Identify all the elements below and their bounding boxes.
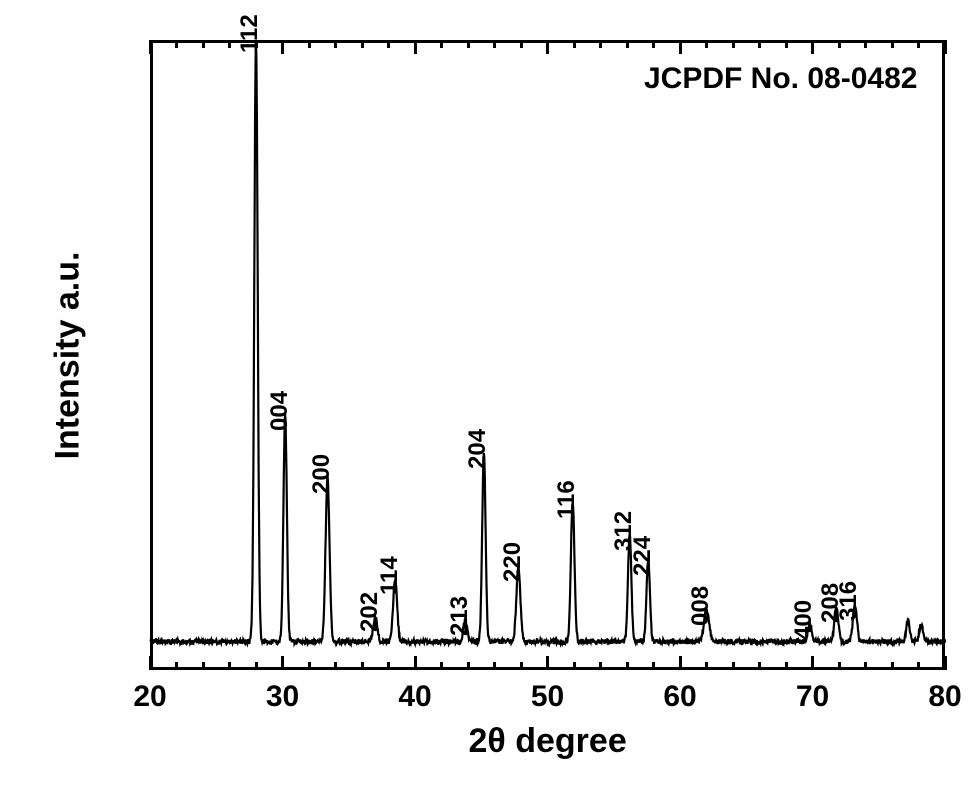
peak-label: 114 xyxy=(376,556,404,595)
x-minor-tick xyxy=(334,40,337,48)
x-minor-tick xyxy=(255,662,258,670)
x-minor-tick xyxy=(361,662,364,670)
x-major-tick xyxy=(414,40,417,54)
x-minor-tick xyxy=(838,662,841,670)
xrd-spectrum-svg xyxy=(0,0,978,794)
x-minor-tick xyxy=(652,662,655,670)
x-minor-tick xyxy=(361,40,364,48)
x-minor-tick xyxy=(228,40,231,48)
x-tick-label: 50 xyxy=(518,680,578,714)
x-major-tick xyxy=(679,656,682,670)
x-minor-tick xyxy=(467,662,470,670)
peak-label: 316 xyxy=(835,581,863,621)
peak-label: 116 xyxy=(553,480,581,519)
x-minor-tick xyxy=(917,40,920,48)
x-minor-tick xyxy=(440,40,443,48)
x-minor-tick xyxy=(467,40,470,48)
x-major-tick xyxy=(414,656,417,670)
x-tick-label: 70 xyxy=(783,680,843,714)
x-minor-tick xyxy=(387,662,390,670)
peak-label: 220 xyxy=(499,542,527,582)
x-minor-tick xyxy=(864,40,867,48)
x-minor-tick xyxy=(493,40,496,48)
x-major-tick xyxy=(944,656,947,670)
x-major-tick xyxy=(546,40,549,54)
x-minor-tick xyxy=(626,662,629,670)
peak-label: 008 xyxy=(687,586,715,626)
x-tick-label: 30 xyxy=(253,680,313,714)
x-tick-label: 80 xyxy=(915,680,975,714)
x-minor-tick xyxy=(758,662,761,670)
x-major-tick xyxy=(679,40,682,54)
peak-label: 400 xyxy=(790,600,818,640)
x-minor-tick xyxy=(785,40,788,48)
x-tick-label: 60 xyxy=(650,680,710,714)
xrd-spectrum-line xyxy=(150,43,945,644)
x-minor-tick xyxy=(334,662,337,670)
x-minor-tick xyxy=(864,662,867,670)
peak-label: 112 xyxy=(236,14,264,53)
x-minor-tick xyxy=(705,40,708,48)
x-minor-tick xyxy=(732,662,735,670)
x-minor-tick xyxy=(573,40,576,48)
x-minor-tick xyxy=(202,662,205,670)
x-minor-tick xyxy=(308,40,311,48)
peak-label: 213 xyxy=(446,596,474,636)
x-minor-tick xyxy=(228,662,231,670)
peak-label: 004 xyxy=(266,391,294,431)
x-minor-tick xyxy=(891,662,894,670)
x-minor-tick xyxy=(175,662,178,670)
x-minor-tick xyxy=(175,40,178,48)
x-minor-tick xyxy=(652,40,655,48)
x-minor-tick xyxy=(440,662,443,670)
x-minor-tick xyxy=(387,40,390,48)
x-minor-tick xyxy=(520,662,523,670)
x-major-tick xyxy=(546,656,549,670)
x-major-tick xyxy=(281,656,284,670)
peak-label: 204 xyxy=(464,429,492,469)
x-minor-tick xyxy=(573,662,576,670)
x-major-tick xyxy=(811,40,814,54)
x-minor-tick xyxy=(202,40,205,48)
x-minor-tick xyxy=(758,40,761,48)
x-major-tick xyxy=(149,656,152,670)
peak-label: 224 xyxy=(629,536,657,576)
peak-label: 202 xyxy=(356,592,384,632)
x-minor-tick xyxy=(599,40,602,48)
x-minor-tick xyxy=(520,40,523,48)
x-minor-tick xyxy=(626,40,629,48)
x-minor-tick xyxy=(785,662,788,670)
x-major-tick xyxy=(944,40,947,54)
x-minor-tick xyxy=(891,40,894,48)
x-minor-tick xyxy=(599,662,602,670)
x-minor-tick xyxy=(493,662,496,670)
x-minor-tick xyxy=(732,40,735,48)
x-major-tick xyxy=(811,656,814,670)
x-minor-tick xyxy=(705,662,708,670)
x-major-tick xyxy=(281,40,284,54)
peak-label: 200 xyxy=(308,454,336,494)
x-major-tick xyxy=(149,40,152,54)
x-tick-label: 40 xyxy=(385,680,445,714)
x-tick-label: 20 xyxy=(120,680,180,714)
x-minor-tick xyxy=(308,662,311,670)
x-minor-tick xyxy=(838,40,841,48)
x-minor-tick xyxy=(917,662,920,670)
